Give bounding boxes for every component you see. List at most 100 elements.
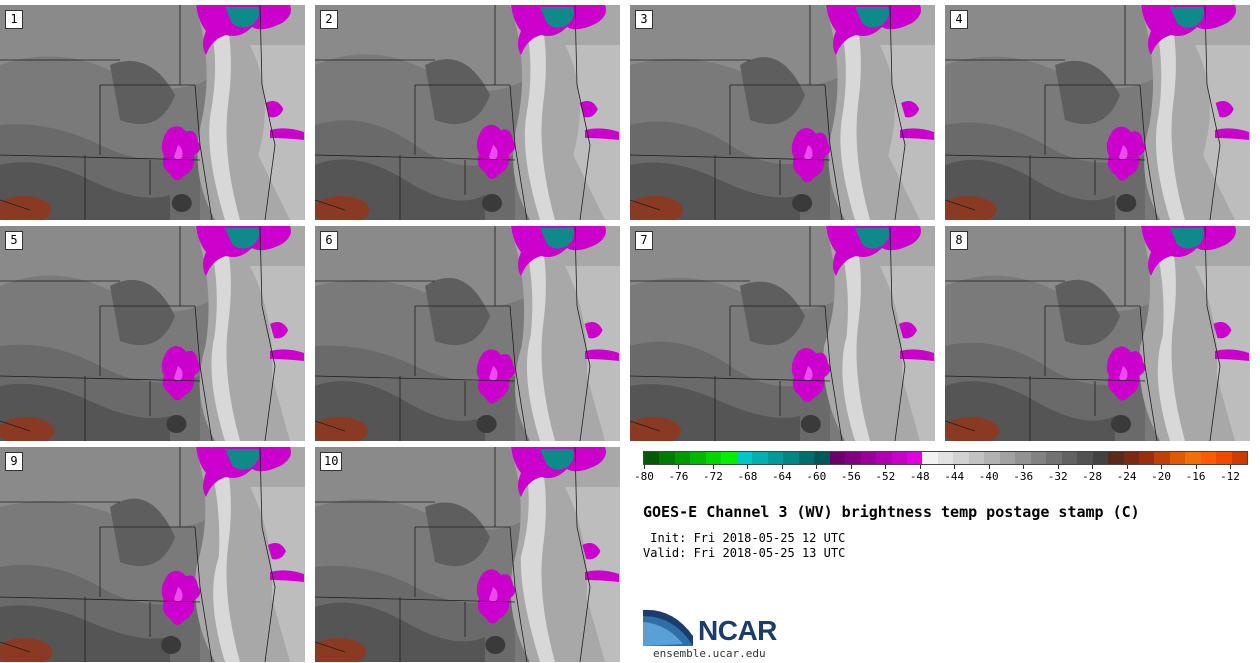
colorbar-swatch bbox=[752, 452, 768, 464]
colorbar-tick-label: -16 bbox=[1185, 470, 1206, 483]
colorbar-swatch bbox=[891, 452, 907, 464]
colorbar-tick bbox=[954, 465, 956, 469]
colorbar-tick-label: -44 bbox=[944, 470, 965, 483]
colorbar-swatch bbox=[721, 452, 737, 464]
colorbar-tick-label: -12 bbox=[1220, 470, 1240, 483]
colorbar-swatch bbox=[736, 452, 753, 464]
colorbar-tick-label: -72 bbox=[703, 470, 723, 483]
colorbar-tick bbox=[1230, 465, 1231, 469]
colorbar-swatch bbox=[1015, 452, 1031, 464]
colorbar-swatch bbox=[1092, 452, 1109, 464]
panel-number-label: 6 bbox=[320, 231, 338, 250]
colorbar-swatch bbox=[798, 452, 815, 464]
site-url: ensemble.ucar.edu bbox=[653, 647, 766, 660]
colorbar-swatch bbox=[906, 452, 923, 464]
colorbar-tick-label: -52 bbox=[875, 470, 896, 483]
map-panel: 3 bbox=[630, 5, 935, 220]
colorbar-swatch bbox=[690, 452, 706, 464]
colorbar-tick-label: -56 bbox=[840, 470, 861, 483]
map-panel: 5 bbox=[0, 226, 305, 441]
panel-number-label: 9 bbox=[5, 452, 23, 471]
colorbar-tick-label: -28 bbox=[1082, 470, 1103, 483]
colorbar-tick bbox=[678, 465, 680, 469]
colorbar bbox=[643, 451, 1248, 465]
ncar-logo-icon bbox=[643, 609, 693, 646]
map-panel: 1 bbox=[0, 5, 305, 220]
colorbar-swatch bbox=[1061, 452, 1078, 464]
colorbar-tick bbox=[747, 465, 749, 469]
colorbar-tick bbox=[1195, 465, 1197, 469]
panel-number-label: 8 bbox=[950, 231, 968, 250]
ncar-logo-text: NCAR bbox=[698, 615, 777, 646]
colorbar-swatch bbox=[1216, 452, 1232, 464]
colorbar-swatch bbox=[1123, 452, 1139, 464]
colorbar-tick bbox=[850, 465, 852, 469]
map-panel: 8 bbox=[945, 226, 1250, 441]
colorbar-tick bbox=[816, 465, 818, 469]
colorbar-swatch bbox=[705, 452, 722, 464]
colorbar-swatch bbox=[829, 452, 846, 464]
colorbar-swatch bbox=[767, 452, 784, 464]
colorbar-swatch bbox=[814, 452, 830, 464]
colorbar-tick bbox=[1057, 465, 1059, 469]
colorbar-swatch bbox=[1200, 452, 1217, 464]
colorbar-tick-label: -40 bbox=[978, 470, 999, 483]
colorbar-ticks: -80 -76 -72 -68 -64 -60 -56 -52 -48 -44 -40 -36 -32 -… bbox=[634, 465, 1248, 489]
panel-number-label: 5 bbox=[5, 231, 23, 250]
colorbar-swatch bbox=[937, 452, 954, 464]
colorbar-tick-label: -64 bbox=[771, 470, 792, 483]
map-panel: 6 bbox=[315, 226, 620, 441]
panel-number-label: 10 bbox=[320, 452, 343, 471]
panel-number-label: 2 bbox=[320, 10, 338, 29]
map-panel: 9 bbox=[0, 447, 305, 662]
panel-number-label: 7 bbox=[635, 231, 653, 250]
colorbar-tick-label: -48 bbox=[909, 470, 930, 483]
colorbar-swatch bbox=[1046, 452, 1062, 464]
init-time: Init: Fri 2018-05-25 12 UTC bbox=[643, 531, 846, 545]
colorbar-tick bbox=[644, 465, 645, 469]
colorbar-swatch bbox=[644, 452, 660, 464]
colorbar-tick bbox=[1092, 465, 1094, 469]
colorbar-tick-label: -32 bbox=[1047, 470, 1068, 483]
colorbar-swatch bbox=[984, 452, 1000, 464]
colorbar-tick bbox=[781, 465, 783, 469]
colorbar-swatch bbox=[953, 452, 969, 464]
colorbar-tick-label: -80 bbox=[634, 470, 654, 483]
colorbar-tick-label: -24 bbox=[1116, 470, 1137, 483]
colorbar-tick bbox=[1023, 465, 1025, 469]
colorbar-swatch bbox=[659, 452, 675, 464]
colorbar-swatch bbox=[999, 452, 1016, 464]
colorbar-swatch bbox=[845, 452, 861, 464]
chart-title: GOES-E Channel 3 (WV) brightness temp po… bbox=[643, 503, 1140, 521]
colorbar-tick-label: -68 bbox=[737, 470, 758, 483]
colorbar-tick bbox=[919, 465, 921, 469]
colorbar-tick bbox=[988, 465, 990, 469]
colorbar-swatch bbox=[1231, 452, 1248, 464]
colorbar-tick bbox=[885, 465, 887, 469]
colorbar-swatch bbox=[1108, 452, 1124, 464]
map-panel: 10 bbox=[315, 447, 620, 662]
colorbar-swatch bbox=[783, 452, 799, 464]
colorbar-swatch bbox=[1185, 452, 1201, 464]
colorbar-swatch bbox=[1077, 452, 1093, 464]
colorbar-tick bbox=[1161, 465, 1163, 469]
map-panel: 7 bbox=[630, 226, 935, 441]
colorbar-swatch bbox=[1169, 452, 1186, 464]
colorbar-tick-label: -20 bbox=[1151, 470, 1171, 483]
colorbar-tick bbox=[712, 465, 714, 469]
valid-time: Valid: Fri 2018-05-25 13 UTC bbox=[643, 546, 846, 560]
colorbar-tick-label: -60 bbox=[806, 470, 827, 483]
colorbar-swatch bbox=[876, 452, 892, 464]
colorbar-tick bbox=[1126, 465, 1128, 469]
panel-number-label: 1 bbox=[5, 10, 23, 29]
panel-number-label: 3 bbox=[635, 10, 653, 29]
colorbar-swatch bbox=[1139, 452, 1155, 464]
panel-number-label: 4 bbox=[950, 10, 968, 29]
colorbar-swatch bbox=[922, 452, 938, 464]
colorbar-swatch bbox=[860, 452, 877, 464]
colorbar-swatch bbox=[674, 452, 691, 464]
colorbar-swatch bbox=[968, 452, 985, 464]
map-panel: 2 bbox=[315, 5, 620, 220]
colorbar-tick-label: -36 bbox=[1013, 470, 1034, 483]
colorbar-swatch bbox=[1030, 452, 1047, 464]
